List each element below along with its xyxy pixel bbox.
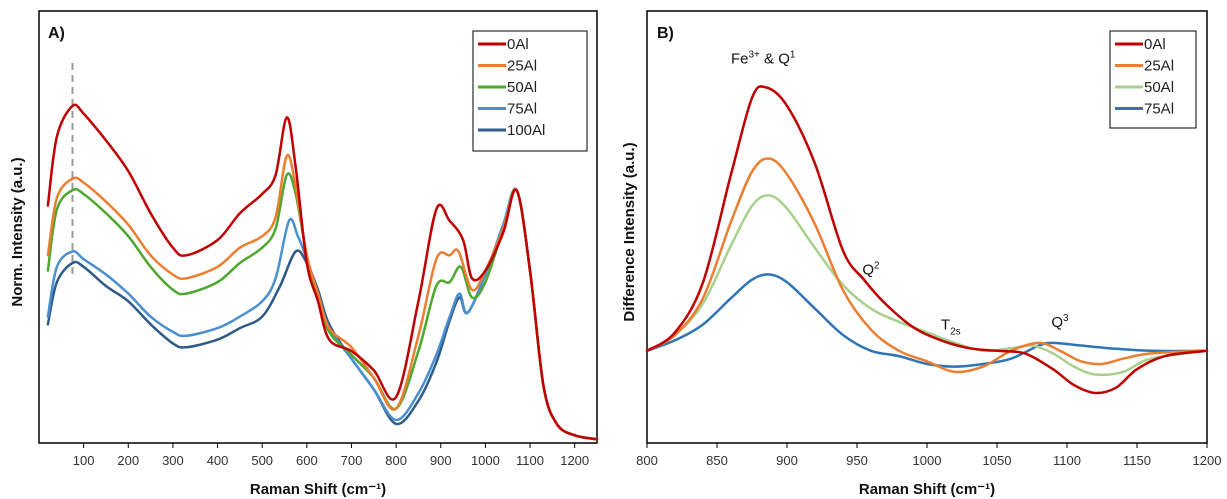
- x-tick-label: 900: [430, 453, 452, 468]
- legend-label: 50Al: [507, 79, 537, 96]
- panel-b-legend: 0Al 25Al 50Al 75Al: [1109, 30, 1197, 129]
- panel-b-annotations: Fe3+ & Q1 Q2 T2s Q3: [731, 50, 1069, 338]
- panel-b-label: B): [657, 25, 674, 42]
- panel-b-y-axis-title: Difference Intensity (a.u.): [621, 142, 638, 321]
- annotation-label: Q3: [1051, 313, 1069, 331]
- x-tick-label: 1200: [1193, 453, 1222, 468]
- x-tick-label: 400: [207, 453, 229, 468]
- panel-a-frame: [38, 10, 598, 444]
- legend-label: 100Al: [507, 122, 545, 139]
- x-tick-label: 950: [846, 453, 868, 468]
- x-tick-label: 800: [636, 453, 658, 468]
- panel-a-x-axis-title: Raman Shift (cm⁻¹): [250, 481, 386, 498]
- x-tick-label: 1100: [1053, 453, 1081, 468]
- series-line-0al: [645, 85, 1209, 395]
- legend-label: 75Al: [507, 101, 537, 118]
- series-line-0al: [46, 103, 599, 441]
- legend-box: [472, 30, 588, 152]
- x-tick-label: 850: [706, 453, 728, 468]
- panel-b-series: [645, 85, 1209, 395]
- x-tick-label: 200: [117, 453, 139, 468]
- panel-a-legend: 0Al 25Al 50Al 75Al 100Al: [472, 30, 588, 152]
- annotation-label: T2s: [941, 317, 961, 338]
- legend-label: 25Al: [1144, 58, 1174, 75]
- panel-a-series: [46, 63, 599, 441]
- legend-label: 75Al: [1144, 101, 1174, 118]
- x-tick-label: 1000: [471, 453, 500, 468]
- x-tick-label: 1200: [560, 453, 589, 468]
- x-tick-label: 500: [251, 453, 273, 468]
- x-tick-label: 600: [296, 453, 318, 468]
- x-tick-label: 700: [341, 453, 363, 468]
- series-line-75al: [645, 273, 1209, 368]
- annotation-label: Q2: [862, 260, 880, 278]
- panel-a-y-axis-title: Norm. Intensity (a.u.): [9, 157, 26, 306]
- x-tick-label: 300: [162, 453, 184, 468]
- legend-label: 0Al: [507, 36, 529, 53]
- x-tick-label: 100: [73, 453, 95, 468]
- x-tick-label: 1000: [913, 453, 942, 468]
- panel-a-label: A): [48, 25, 65, 42]
- legend-label: 25Al: [507, 58, 537, 75]
- panel-b-x-axis-title: Raman Shift (cm⁻¹): [859, 481, 995, 498]
- legend-label: 50Al: [1144, 79, 1174, 96]
- series-line-25al: [645, 157, 1209, 374]
- legend-box: [1109, 30, 1197, 129]
- x-tick-label: 1100: [516, 453, 544, 468]
- annotation-label: Fe3+ & Q1: [731, 50, 796, 68]
- panel-b: B) 800 850 900 950 1000 1050 1100 1150 1200 Fe3+…: [621, 10, 1221, 498]
- legend-label: 0Al: [1144, 36, 1166, 53]
- panel-b-x-axis: 800 850 900 950 1000 1050 1100 1150 1200: [636, 443, 1221, 468]
- x-tick-label: 1150: [1123, 453, 1151, 468]
- x-tick-label: 1050: [983, 453, 1012, 468]
- panel-a: A) 100 200 300 400 500 600 700 800 900 1000 1100 12…: [9, 10, 599, 498]
- x-tick-label: 900: [776, 453, 798, 468]
- x-tick-label: 800: [385, 453, 407, 468]
- panel-a-x-axis: 100 200 300 400 500 600 700 800 900 1000 1100 1200: [73, 443, 589, 468]
